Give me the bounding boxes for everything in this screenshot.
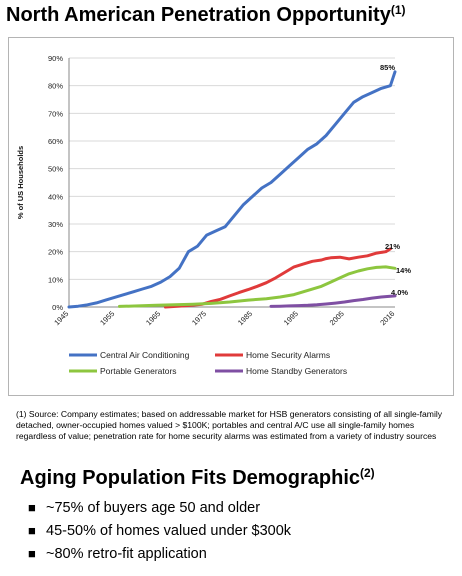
y-tick-label: 10%: [48, 275, 63, 284]
series-line: [118, 265, 397, 308]
y-tick-label: 0%: [52, 303, 63, 312]
x-tick-label: 1995: [282, 309, 300, 327]
section-footnote-marker: (2): [360, 466, 375, 480]
series-line: [67, 70, 397, 309]
title-text: North American Penetration Opportunity: [6, 4, 391, 26]
bullet-square-icon: ■: [28, 546, 36, 561]
x-tick-label: 1955: [98, 309, 116, 327]
source-footnote: (1) Source: Company estimates; based on …: [16, 409, 443, 441]
bullet-text: ~75% of buyers age 50 and older: [46, 500, 261, 516]
x-tick-label: 2005: [328, 309, 346, 327]
y-tick-label: 90%: [48, 54, 63, 63]
series-line: [163, 247, 392, 309]
bullet-text: ~80% retro-fit application: [46, 546, 207, 562]
legend-label: Home Security Alarms: [246, 350, 330, 360]
legend-label: Home Standby Generators: [246, 366, 347, 376]
data-label: 21%: [385, 242, 400, 251]
x-tick-label: 2016: [378, 309, 396, 327]
x-tick-label: 1965: [144, 309, 162, 327]
data-label: 85%: [380, 63, 395, 72]
x-tick-label: 1985: [236, 309, 254, 327]
bullet-square-icon: ■: [28, 500, 36, 515]
section-heading-text: Aging Population Fits Demographic: [20, 467, 360, 489]
bullet-text: 45-50% of homes valued under $300k: [46, 523, 292, 539]
y-tick-label: 20%: [48, 248, 63, 257]
x-tick-label: 1975: [190, 309, 208, 327]
demographic-bullet-list: ■ ~75% of buyers age 50 and older ■ 45-50%…: [28, 498, 291, 567]
y-tick-label: 40%: [48, 192, 63, 201]
y-tick-label: 30%: [48, 220, 63, 229]
y-tick-label: 70%: [48, 109, 63, 118]
bullet-square-icon: ■: [28, 523, 36, 538]
line-chart: 0% 10% 20% 30% 40% 50% 60% 70% 80% 90% % of US Hou…: [16, 54, 411, 376]
bullet-item: ■ 45-50% of homes valued under $300k: [28, 521, 291, 544]
series-line: [269, 294, 397, 308]
chart-panel: 0% 10% 20% 30% 40% 50% 60% 70% 80% 90% % of US Hou…: [8, 37, 454, 396]
page-title: North American Penetration Opportunity(1…: [6, 3, 406, 27]
data-label: 14%: [396, 266, 411, 275]
y-tick-label: 80%: [48, 82, 63, 91]
legend-label: Portable Generators: [100, 366, 177, 376]
title-footnote-marker: (1): [390, 3, 406, 17]
y-axis-label: % of US Households: [16, 146, 25, 219]
y-tick-label: 60%: [48, 137, 63, 146]
bullet-item: ■ ~80% retro-fit application: [28, 544, 291, 567]
data-label: 4.0%: [391, 288, 408, 297]
section-heading: Aging Population Fits Demographic(2): [20, 466, 375, 490]
bullet-item: ■ ~75% of buyers age 50 and older: [28, 498, 291, 521]
y-tick-label: 50%: [48, 165, 63, 174]
legend-label: Central Air Conditioning: [100, 350, 190, 360]
